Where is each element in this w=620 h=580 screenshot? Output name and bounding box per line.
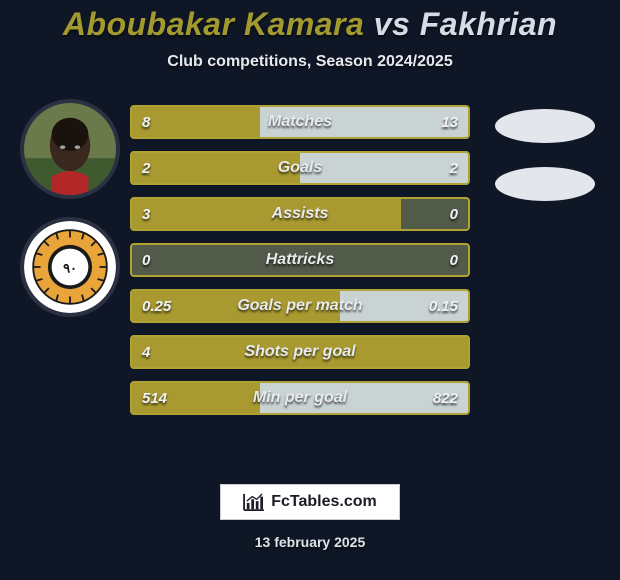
stat-left-fill — [132, 383, 260, 413]
title-player1: Aboubakar Kamara — [63, 6, 364, 42]
stat-row: 514822Min per goal — [130, 381, 470, 415]
stat-row: 813Matches — [130, 105, 470, 139]
title-vs: vs — [374, 6, 411, 42]
svg-text:۹۰: ۹۰ — [63, 261, 77, 276]
stat-right-fill — [260, 383, 468, 413]
stat-left-value: 0 — [132, 245, 160, 275]
date-text: 13 february 2025 — [255, 534, 366, 550]
comparison-card: Aboubakar Kamara vs Fakhrian Club compet… — [0, 0, 620, 580]
title-player2: Fakhrian — [420, 6, 557, 42]
stat-row: 0.250.15Goals per match — [130, 289, 470, 323]
player2-avatar-placeholder — [495, 109, 595, 143]
stats-bars: 813Matches22Goals30Assists00Hattricks0.2… — [130, 99, 480, 415]
stat-row: 22Goals — [130, 151, 470, 185]
stat-right-value: 0 — [440, 199, 468, 229]
stat-left-fill — [132, 291, 340, 321]
main-area: ۹۰ 813Matches22Goals30Assists00Hattricks… — [0, 99, 620, 415]
stat-label: Hattricks — [132, 245, 468, 275]
stat-row: 4Shots per goal — [130, 335, 470, 369]
stat-right-fill — [300, 153, 468, 183]
stat-left-fill — [132, 107, 260, 137]
stat-row: 30Assists — [130, 197, 470, 231]
club-badge-icon: ۹۰ — [24, 221, 116, 313]
chart-icon — [243, 493, 265, 511]
footer: FcTables.com 13 february 2025 — [0, 484, 620, 550]
right-column — [480, 99, 610, 201]
player-avatar — [20, 99, 120, 199]
stat-row: 0 0Hattricks — [130, 243, 470, 277]
avatar-icon — [24, 103, 116, 195]
stat-left-fill — [132, 337, 468, 367]
club2-badge-placeholder — [495, 167, 595, 201]
brand-text: FcTables.com — [271, 493, 377, 511]
brand-box[interactable]: FcTables.com — [220, 484, 400, 520]
left-column: ۹۰ — [10, 99, 130, 317]
page-title: Aboubakar Kamara vs Fakhrian — [0, 6, 620, 43]
stat-right-fill — [260, 107, 468, 137]
stat-right-value: 0 — [440, 245, 468, 275]
stat-right-fill — [340, 291, 468, 321]
club-badge: ۹۰ — [20, 217, 120, 317]
stat-left-fill — [132, 153, 300, 183]
stat-left-fill — [132, 199, 401, 229]
subtitle: Club competitions, Season 2024/2025 — [0, 53, 620, 71]
